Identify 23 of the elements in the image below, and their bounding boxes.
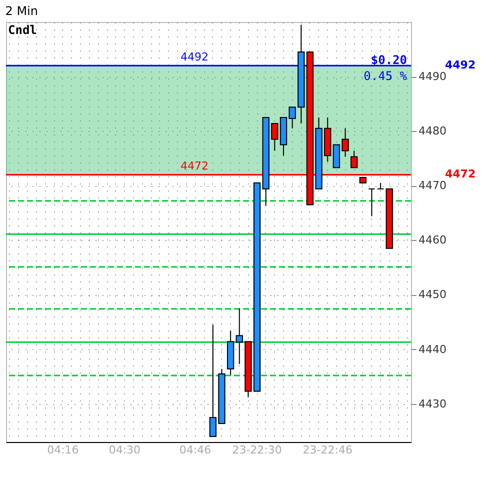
annotation: $0.20 [370, 53, 407, 67]
x-tick-label: 04:30 [108, 444, 141, 456]
annotation: 0.45 % [364, 69, 408, 83]
text: 4472 [445, 168, 476, 181]
text: 4492 [445, 58, 476, 72]
x-tick-label: 23-22:30 [232, 444, 282, 456]
annotation: Cndl [8, 23, 37, 37]
ref-line-label: 4492 [180, 50, 208, 64]
candlestick [350, 150, 358, 168]
y-tick-label: 4460 [418, 234, 446, 247]
x-tick-label: 23-22:46 [302, 444, 352, 456]
x-tick-label: 04:46 [179, 444, 212, 456]
candlestick [376, 182, 384, 190]
chart-title: 2 Min [5, 4, 38, 18]
y-tick-label: 4470 [418, 179, 446, 192]
y-tick-label: 4480 [418, 124, 446, 138]
candlestick [368, 188, 376, 217]
y-tick-label: 4450 [418, 288, 446, 302]
x-tick-label: 04:16 [47, 444, 79, 456]
y-tick-label: 4430 [418, 397, 446, 410]
y-tick-label: 4490 [418, 70, 446, 84]
ref-line-label: 4472 [180, 160, 208, 173]
y-tick-label: 4440 [418, 342, 446, 356]
